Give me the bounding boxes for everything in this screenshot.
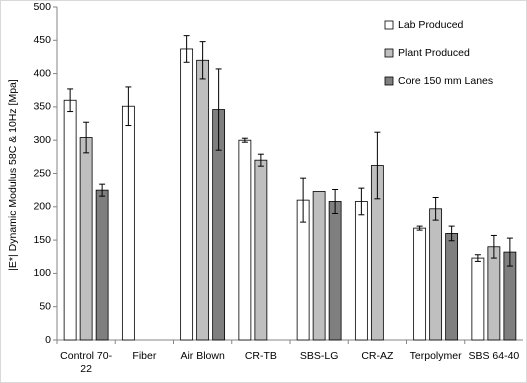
bar (196, 59, 210, 341)
x-tick-label: SBS 64-40 (468, 350, 520, 362)
y-tick-label: 450 (33, 34, 51, 46)
x-tick-label: SBS-LG (299, 350, 339, 362)
y-tick-label: 500 (33, 1, 51, 13)
y-tick-label: 350 (33, 101, 51, 113)
y-tick-label: 200 (33, 201, 51, 213)
y-axis-label: |E*| Dynamic Modulus 58C & 10Hz [Mpa] (7, 79, 19, 271)
y-tick-label: 400 (33, 67, 51, 79)
x-tick-label: Control 70-22 (60, 350, 113, 375)
x-tick-label: CR-TB (244, 350, 277, 362)
x-tick-label: Air Blown (180, 350, 225, 362)
legend-label: Lab Produced (398, 19, 464, 31)
legend-swatch (384, 20, 394, 30)
x-tick-label: CR-AZ (361, 350, 394, 362)
bar (121, 105, 135, 341)
x-tick-label: Fiber (132, 350, 157, 362)
legend-label: Core 150 mm Lanes (398, 75, 493, 87)
y-tick-label: 300 (33, 134, 51, 146)
x-tick-label: Terpolymer (409, 350, 462, 362)
y-tick-label: 100 (33, 267, 51, 279)
y-tick-label: 150 (33, 234, 51, 246)
bar (79, 137, 93, 341)
bar (471, 257, 485, 341)
bar (238, 139, 252, 341)
legend-swatch (384, 76, 394, 86)
bar (354, 201, 368, 341)
bar (63, 99, 77, 341)
bar (328, 201, 342, 341)
bar (312, 191, 326, 341)
y-tick-label: 250 (33, 167, 51, 179)
bar (487, 246, 501, 341)
bar (254, 159, 268, 341)
legend-label: Plant Produced (398, 47, 470, 59)
bar (95, 189, 109, 341)
y-tick-label: 50 (39, 300, 51, 312)
legend-swatch (384, 48, 394, 58)
bar (413, 227, 427, 341)
bar (429, 208, 443, 341)
y-tick-label: 0 (45, 334, 51, 346)
bar (180, 48, 194, 341)
bar (445, 233, 459, 341)
